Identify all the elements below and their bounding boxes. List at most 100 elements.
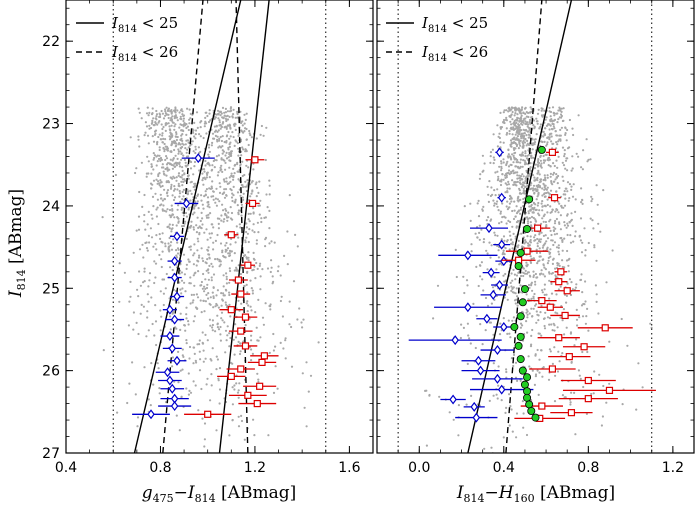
background-star <box>185 215 188 218</box>
background-star <box>168 227 171 230</box>
background-star <box>170 241 173 244</box>
background-star <box>221 152 224 155</box>
background-star <box>151 119 154 122</box>
blue-sequence-point <box>464 250 472 261</box>
background-star <box>218 139 221 142</box>
background-star <box>178 189 181 193</box>
background-star <box>222 292 225 295</box>
background-star <box>533 143 536 146</box>
background-star <box>216 233 219 237</box>
background-star <box>201 179 204 182</box>
background-star <box>224 212 227 215</box>
background-star <box>208 232 211 235</box>
background-star <box>161 127 164 131</box>
background-star <box>145 175 148 178</box>
background-star <box>249 305 252 308</box>
background-star <box>234 163 237 166</box>
background-star <box>284 339 287 342</box>
background-star <box>212 306 215 309</box>
background-star <box>535 321 538 324</box>
background-star <box>184 147 187 150</box>
background-star <box>564 133 567 136</box>
background-star <box>496 397 499 400</box>
background-star <box>132 311 135 314</box>
background-star <box>540 222 543 225</box>
background-star <box>513 152 516 155</box>
background-star <box>539 125 542 128</box>
background-star <box>506 298 509 301</box>
background-star <box>542 193 546 196</box>
background-star <box>208 143 211 146</box>
background-star <box>187 323 190 326</box>
background-star <box>246 179 249 182</box>
background-star <box>231 362 234 365</box>
background-star <box>206 377 209 380</box>
background-star <box>586 350 589 354</box>
background-star <box>512 364 515 368</box>
background-star <box>507 165 511 168</box>
background-star <box>574 230 577 233</box>
background-star <box>240 302 243 305</box>
background-star <box>211 323 214 327</box>
y-tick-label: 22 <box>42 34 60 50</box>
background-star <box>520 274 523 278</box>
background-star <box>129 136 132 139</box>
background-star <box>520 192 523 195</box>
background-star <box>181 190 184 193</box>
background-star <box>232 167 235 170</box>
background-star <box>489 155 492 158</box>
background-star <box>212 295 215 298</box>
background-star <box>580 187 583 190</box>
background-star <box>244 150 247 153</box>
background-star <box>538 209 541 212</box>
background-star <box>253 434 256 437</box>
background-star <box>204 300 207 303</box>
background-star <box>559 316 562 319</box>
background-star <box>590 392 593 396</box>
green-ridge-point <box>516 332 525 341</box>
background-star <box>424 389 427 392</box>
background-star <box>221 135 224 138</box>
y-tick-label: 25 <box>42 281 60 297</box>
background-star <box>535 251 539 254</box>
background-star <box>502 161 505 164</box>
background-star <box>144 121 147 124</box>
background-star <box>223 294 226 297</box>
background-star <box>485 219 488 222</box>
background-star <box>284 337 287 340</box>
background-star <box>226 334 229 337</box>
background-star <box>505 183 509 186</box>
background-star <box>228 291 231 294</box>
background-star <box>214 239 217 242</box>
background-star <box>144 228 147 231</box>
background-star <box>140 161 143 164</box>
background-star <box>213 158 216 162</box>
background-star <box>135 321 138 324</box>
background-star <box>553 118 557 121</box>
background-star <box>546 237 550 240</box>
background-star <box>317 341 320 344</box>
background-star <box>217 146 220 149</box>
background-star <box>185 339 188 342</box>
background-star <box>498 263 501 266</box>
background-star <box>537 108 540 111</box>
background-star <box>210 232 213 235</box>
red-sequence-point <box>227 306 235 314</box>
background-star <box>272 332 275 336</box>
background-star <box>551 119 554 123</box>
background-star <box>172 121 175 124</box>
background-star <box>194 133 197 136</box>
background-star <box>152 179 156 182</box>
background-star <box>518 187 521 190</box>
background-star <box>525 320 528 323</box>
background-star <box>202 207 205 210</box>
background-star <box>527 126 530 129</box>
background-star <box>557 118 560 121</box>
background-star <box>202 136 205 140</box>
blue-sequence-point <box>489 289 497 300</box>
background-star <box>469 219 472 222</box>
background-star <box>169 244 172 247</box>
background-star <box>556 166 559 169</box>
background-star <box>556 370 560 373</box>
background-star <box>247 251 250 254</box>
